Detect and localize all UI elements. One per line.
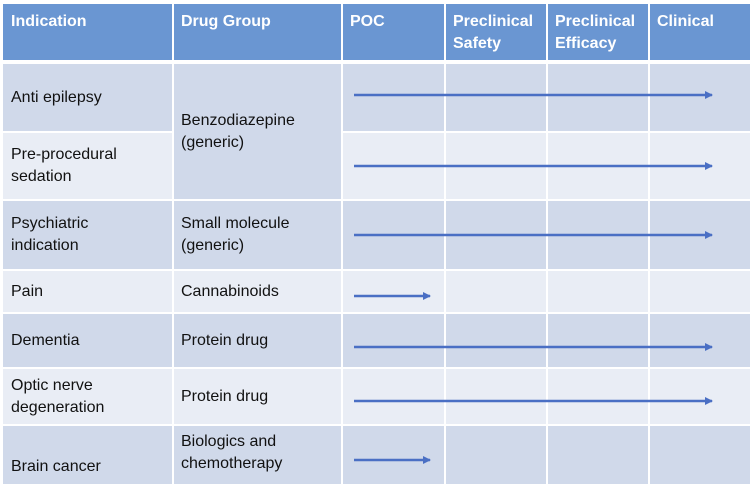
row-separator <box>3 312 750 314</box>
drug-group-cell: Biologics and chemotherapy <box>173 425 342 484</box>
header-clinical: Clinical <box>649 4 750 60</box>
pipeline-table: Indication Drug Group POC Preclinical Sa… <box>3 4 750 484</box>
column-separator <box>341 4 343 484</box>
row-separator <box>3 367 750 369</box>
indication-text: Optic nerve <box>11 376 93 394</box>
column-separator <box>172 4 174 484</box>
column-separator <box>546 4 548 484</box>
header-preclinical-safety: Preclinical Safety <box>445 4 547 60</box>
header-preclinical-efficacy: Preclinical Efficacy <box>547 4 649 60</box>
row-separator <box>3 131 173 133</box>
drug-group-text: (generic) <box>181 134 245 151</box>
header-text: Indication <box>11 13 87 30</box>
header-indication: Indication <box>3 4 173 60</box>
drug-group-text: Biologics and <box>181 433 277 450</box>
row-separator <box>3 269 750 271</box>
indication-text: indication <box>11 237 79 254</box>
row-separator <box>3 199 750 201</box>
progress-arrows <box>354 91 713 464</box>
header-text: Efficacy <box>555 35 617 52</box>
header-text: POC <box>350 13 385 30</box>
indication-text: sedation <box>11 168 72 185</box>
header-text: Safety <box>453 35 502 52</box>
indication-cell: Dementia <box>3 313 173 368</box>
header-drug-group: Drug Group <box>173 4 342 60</box>
drug-group-text: Benzodiazepine <box>181 112 295 129</box>
indication-text: Anti epilepsy <box>11 89 102 106</box>
drug-group-text: Small molecule <box>181 215 290 232</box>
drug-group-text: (generic) <box>181 237 245 254</box>
indication-cell: Psychiatric indication <box>3 200 173 270</box>
drug-group-text: Cannabinoids <box>181 282 279 300</box>
row-separator <box>3 424 750 426</box>
drug-group-text: Protein drug <box>181 331 269 349</box>
indication-text: Pain <box>11 282 44 300</box>
indication-text: Psychiatric <box>11 215 89 232</box>
indication-cell: Brain cancer <box>3 425 173 484</box>
column-separator <box>648 4 650 484</box>
drug-group-cell: Protein drug <box>173 368 342 425</box>
header-text: Drug Group <box>181 13 271 30</box>
indication-text: degeneration <box>11 398 105 416</box>
indication-text: Pre-procedural <box>11 146 117 163</box>
column-separator <box>444 4 446 484</box>
drug-group-cell-merged: Benzodiazepine (generic) <box>173 64 342 200</box>
drug-group-text: Protein drug <box>181 387 269 405</box>
header-text: Clinical <box>657 13 714 30</box>
indication-cell: Optic nerve degeneration <box>3 368 173 425</box>
indication-text: Brain cancer <box>11 458 101 475</box>
header-separator <box>3 60 750 64</box>
drug-group-cell: Protein drug <box>173 313 342 368</box>
drug-group-text: chemotherapy <box>181 455 283 472</box>
indication-cell: Pain <box>3 270 173 313</box>
header-poc: POC <box>342 4 445 60</box>
header-text: Preclinical <box>555 13 636 30</box>
indication-cell: Anti epilepsy <box>3 64 173 132</box>
indication-cell: Pre-procedural sedation <box>3 132 173 200</box>
drug-group-cell: Small molecule (generic) <box>173 200 342 270</box>
indication-text: Dementia <box>11 331 80 349</box>
drug-group-cell: Cannabinoids <box>173 270 342 313</box>
header-text: Preclinical <box>453 13 534 30</box>
